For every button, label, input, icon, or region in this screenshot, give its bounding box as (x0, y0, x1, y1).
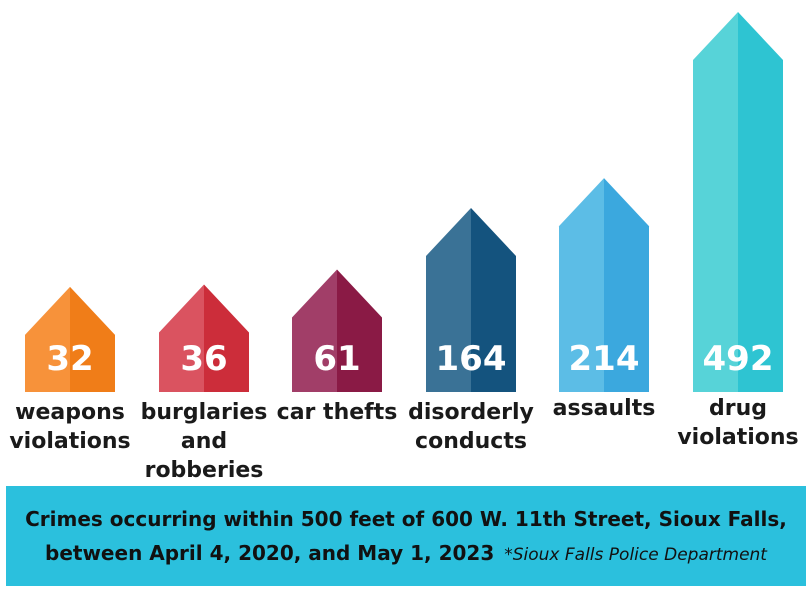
bar (559, 178, 649, 392)
bar-right-face (204, 284, 249, 392)
bar-left-face (292, 269, 337, 392)
bar-value-label: 214 (569, 339, 640, 379)
bar-right-face (337, 269, 382, 392)
bar-value-label: 36 (180, 339, 227, 379)
category-label: car thefts (276, 400, 398, 425)
bar-left-face (159, 284, 204, 392)
bar (159, 284, 249, 392)
bar-right-face (738, 12, 783, 392)
bar-left-face (559, 178, 604, 392)
bar-right-face (604, 178, 649, 392)
category-label: weapons violations (9, 400, 131, 454)
bar-left-face (693, 12, 738, 392)
bar (25, 286, 115, 392)
bar-value-label: 164 (436, 339, 507, 379)
bar-right-face (70, 286, 115, 392)
category-label: assaults (552, 396, 656, 421)
category-label: burglaries and robberies (140, 400, 268, 483)
category-label: disorderly conducts (408, 400, 534, 454)
bar-left-face (25, 286, 70, 392)
chart-area: 32 36 61 164 214 492 (25, 12, 783, 392)
caption-banner: Crimes occurring within 500 feet of 600 … (6, 486, 806, 586)
bar-left-face (426, 208, 471, 392)
bar (426, 208, 516, 392)
caption-line-2: between April 4, 2020, and May 1, 2023 *S… (6, 536, 806, 572)
bar (693, 12, 783, 392)
bar-value-label: 32 (46, 339, 93, 379)
bar-value-label: 61 (313, 339, 360, 379)
caption-line-2-text: between April 4, 2020, and May 1, 2023 (45, 541, 495, 565)
category-label: drug violations (677, 396, 799, 450)
bar (292, 269, 382, 392)
bar-right-face (471, 208, 516, 392)
caption-line-1: Crimes occurring within 500 feet of 600 … (25, 507, 787, 531)
bar-value-label: 492 (703, 339, 774, 379)
source-credit: *Sioux Falls Police Department (504, 545, 767, 565)
